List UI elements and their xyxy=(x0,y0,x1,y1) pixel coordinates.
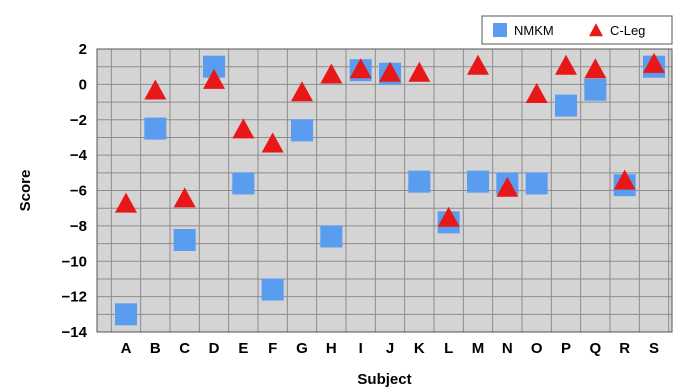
y-tick-label: −8 xyxy=(70,218,87,235)
point-c-leg xyxy=(261,132,284,153)
x-tick-label: F xyxy=(268,340,277,357)
data-marks xyxy=(115,52,665,326)
y-tick-label: −10 xyxy=(62,253,87,270)
point-nmkm xyxy=(584,78,607,101)
legend-marker-nmkm xyxy=(493,23,507,37)
x-tick-label: L xyxy=(444,340,453,357)
tick-labels: 2 0 −2 −4 −6 −8 −10 −12 −14 A B C D E F G H I J K L M N O P Q R S xyxy=(62,41,659,357)
x-tick-label: O xyxy=(531,340,543,357)
plot-border xyxy=(96,48,673,333)
point-nmkm xyxy=(467,170,489,193)
point-nmkm xyxy=(144,117,167,140)
x-tick-label: S xyxy=(649,340,659,357)
point-c-leg xyxy=(525,82,548,103)
x-tick-label: D xyxy=(209,340,220,357)
point-c-leg xyxy=(349,58,372,79)
legend-box xyxy=(481,15,673,45)
point-c-leg xyxy=(555,54,577,75)
legend: NMKM C-Leg xyxy=(481,15,673,45)
legend-marker-c-leg xyxy=(589,23,603,37)
point-c-leg xyxy=(437,206,460,227)
point-c-leg xyxy=(291,81,313,102)
point-c-leg xyxy=(115,192,137,213)
legend-label-nmkm: NMKM xyxy=(514,23,554,38)
x-tick-label: G xyxy=(296,340,308,357)
legend-label-c-leg: C-Leg xyxy=(610,23,645,38)
x-tick-label: Q xyxy=(589,340,601,357)
point-nmkm xyxy=(203,55,225,78)
point-c-leg xyxy=(232,118,255,139)
y-axis-title: Score xyxy=(17,170,34,212)
x-tick-label: E xyxy=(238,340,248,357)
y-tick-label: −4 xyxy=(70,147,88,164)
y-tick-label: −6 xyxy=(70,183,87,200)
point-nmkm xyxy=(291,119,313,142)
point-nmkm xyxy=(555,94,577,117)
x-tick-label: A xyxy=(121,340,132,357)
point-c-leg xyxy=(643,52,665,73)
x-tick-label: H xyxy=(326,340,337,357)
point-nmkm xyxy=(408,170,431,193)
point-c-leg xyxy=(144,79,167,100)
point-c-leg xyxy=(320,63,343,84)
x-tick-label: K xyxy=(414,340,425,357)
point-c-leg xyxy=(203,68,225,89)
x-tick-label: B xyxy=(150,340,161,357)
point-c-leg xyxy=(613,169,636,190)
x-tick-label: N xyxy=(502,340,513,357)
y-tick-label: 0 xyxy=(79,76,87,93)
y-tick-label: −2 xyxy=(70,112,87,129)
point-c-leg xyxy=(496,176,519,197)
point-nmkm xyxy=(115,303,137,326)
point-c-leg xyxy=(408,61,431,82)
y-tick-label: −12 xyxy=(62,289,87,306)
x-tick-label: P xyxy=(561,340,571,357)
x-tick-label: J xyxy=(386,340,394,357)
x-tick-label: R xyxy=(619,340,630,357)
point-nmkm xyxy=(525,172,548,195)
point-nmkm xyxy=(232,172,255,195)
point-nmkm xyxy=(261,278,284,301)
point-c-leg xyxy=(584,58,607,79)
x-tick-label: C xyxy=(179,340,190,357)
point-nmkm xyxy=(320,225,343,248)
x-tick-label: M xyxy=(472,340,485,357)
point-c-leg xyxy=(379,61,401,82)
y-tick-label: 2 xyxy=(79,41,87,58)
x-tick-label: I xyxy=(359,340,363,357)
x-axis-title: Subject xyxy=(357,371,411,388)
point-c-leg xyxy=(173,187,196,208)
point-nmkm xyxy=(173,229,196,252)
point-c-leg xyxy=(467,54,489,75)
y-tick-label: −14 xyxy=(62,324,88,341)
